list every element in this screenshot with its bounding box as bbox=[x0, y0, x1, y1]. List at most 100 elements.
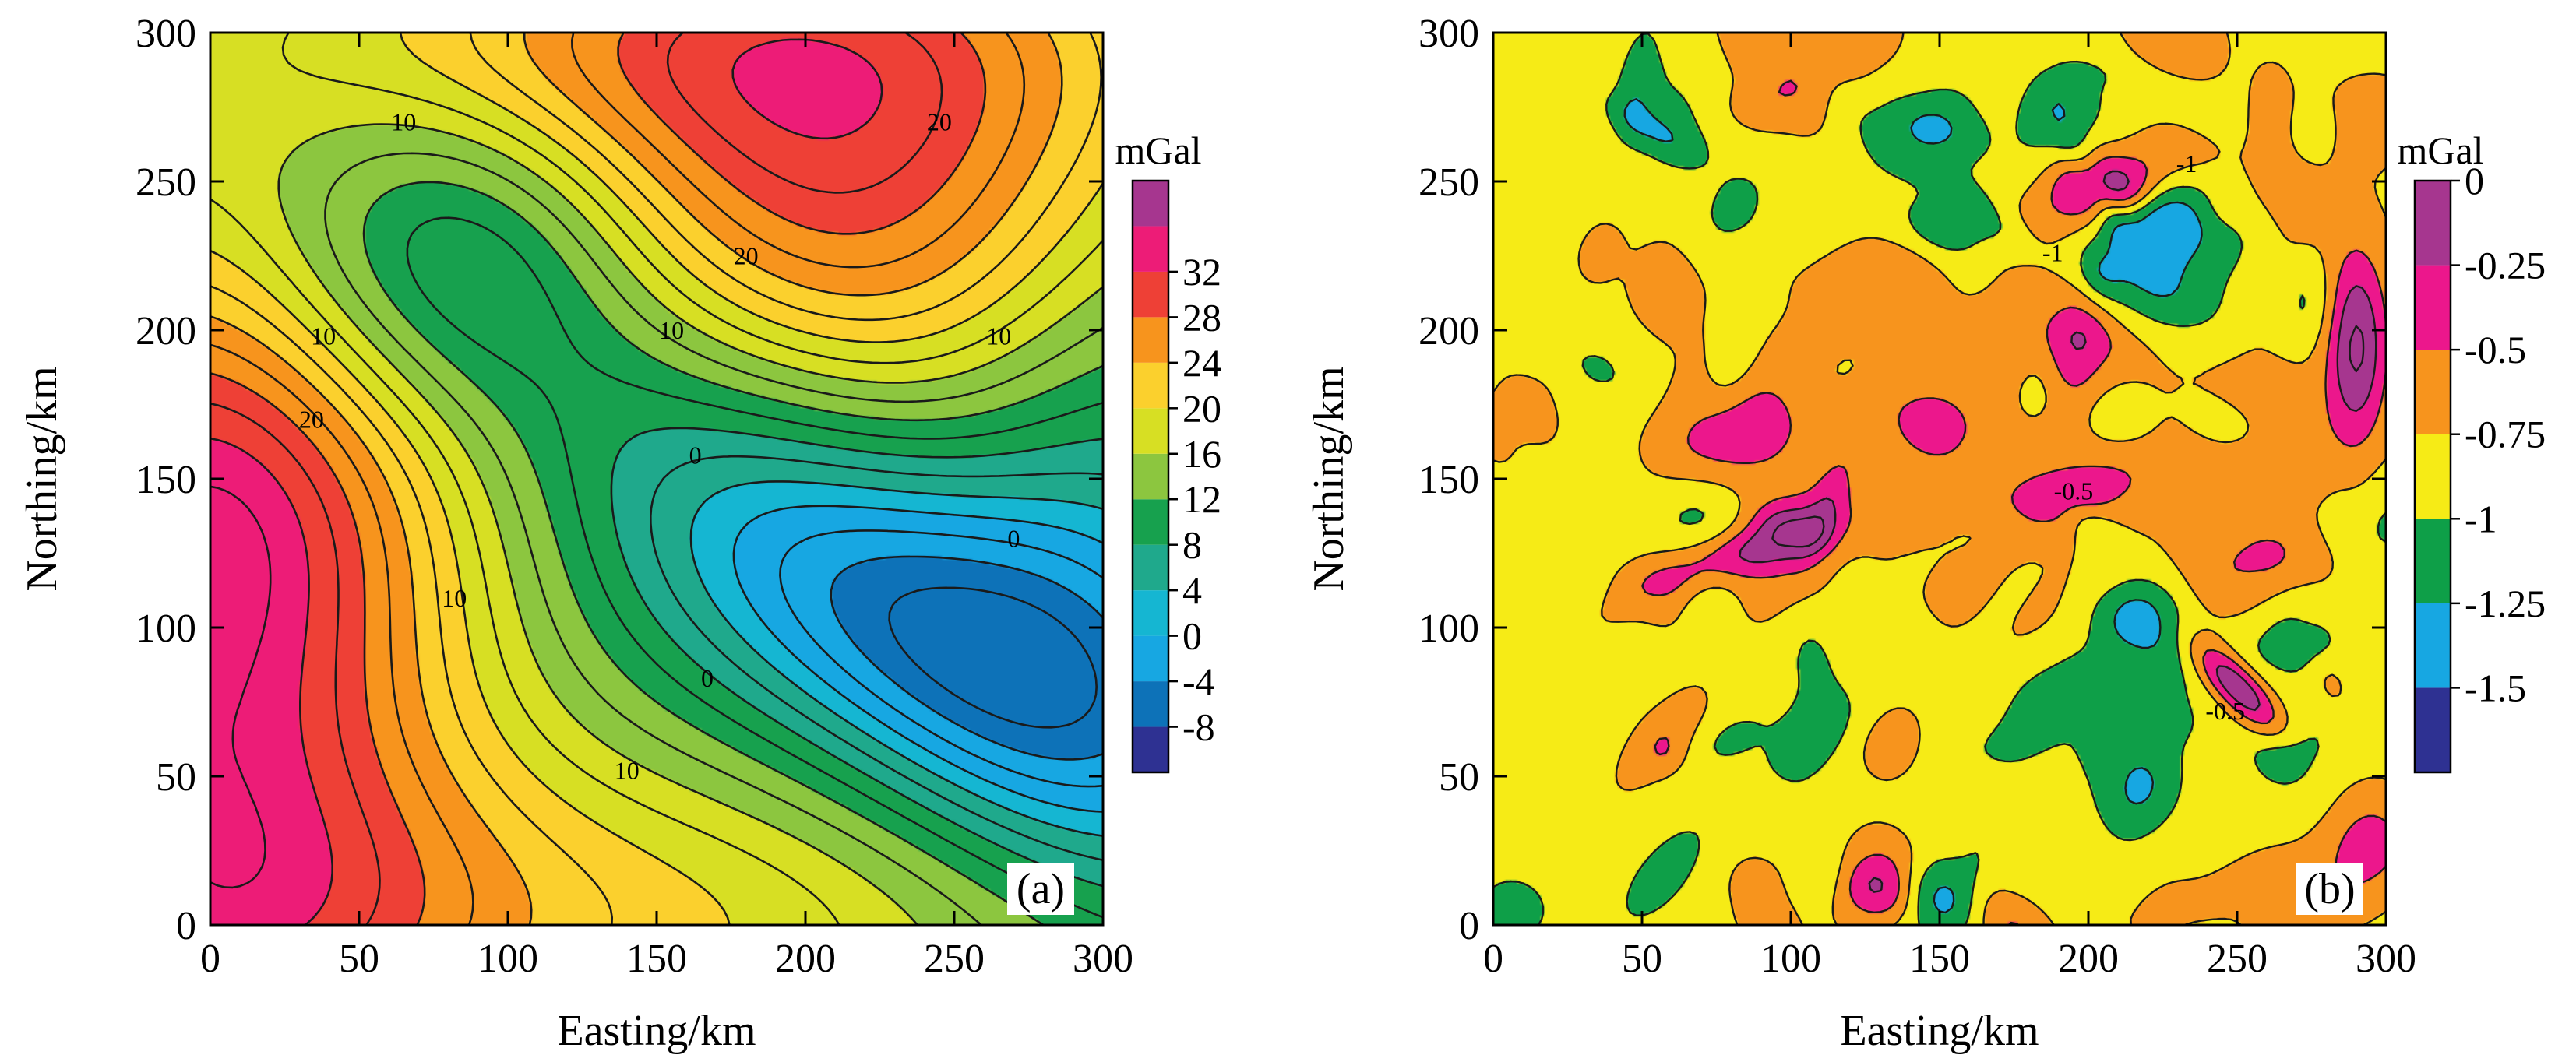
colorbar-band bbox=[1133, 226, 1168, 272]
panel-b-heatmap bbox=[1493, 33, 2386, 925]
panel-b-y-axis-title: Northing/km bbox=[1305, 366, 1353, 591]
contour-line-10 bbox=[277, 123, 1103, 925]
x-tick-label: 50 bbox=[1622, 937, 1662, 981]
y-tick-label: 200 bbox=[1418, 309, 1479, 353]
colorbar-tick-label: 8 bbox=[1182, 523, 1202, 567]
contour-line-0 bbox=[888, 586, 1098, 729]
panel-b: -1 -1 -0.5 -0.5 0 50 100 150 200 250 300 0 50 100 15… bbox=[1305, 12, 2546, 1055]
colorbar-band bbox=[1133, 317, 1168, 363]
y-tick-label: 250 bbox=[136, 160, 196, 205]
contour-line-1 bbox=[1493, 33, 2386, 925]
contour-label: 10 bbox=[442, 584, 467, 612]
y-tick-label: 50 bbox=[156, 755, 196, 800]
x-tick-label: 300 bbox=[2356, 937, 2416, 981]
colorbar-band bbox=[1133, 271, 1168, 318]
y-tick-label: 0 bbox=[176, 904, 196, 948]
contour-line-12 bbox=[210, 33, 1103, 925]
panel-b-plot-area: -1 -1 -0.5 -0.5 bbox=[1493, 33, 2386, 925]
contour-line-7 bbox=[406, 216, 1103, 919]
y-tick-label: 100 bbox=[136, 607, 196, 651]
x-tick-label: 300 bbox=[1073, 937, 1133, 981]
contour-line-8 bbox=[362, 181, 1103, 925]
colorbar-band bbox=[1133, 681, 1168, 727]
colorbar-band bbox=[1133, 635, 1168, 682]
colorbar-band bbox=[2415, 181, 2451, 266]
contour-label: -0.5 bbox=[2205, 697, 2245, 725]
contour-line-13 bbox=[210, 33, 1102, 925]
colorbar-unit: mGal bbox=[1115, 128, 1201, 172]
contour-label: 10 bbox=[391, 108, 416, 136]
panel-a-plot-area: 10 20 20 10 10 10 20 0 0 10 0 10 bbox=[210, 33, 1103, 925]
x-tick-label: 150 bbox=[1909, 937, 1970, 981]
y-tick-label: 300 bbox=[1418, 12, 1479, 56]
panel-a-tag: (a) bbox=[1017, 865, 1065, 913]
y-tick-label: 150 bbox=[1418, 458, 1479, 502]
contour-line-0 bbox=[1623, 98, 2203, 914]
contour-label: 0 bbox=[701, 664, 714, 692]
colorbar-tick-label: 20 bbox=[1182, 386, 1221, 430]
y-tick-label: 250 bbox=[1418, 160, 1479, 205]
contour-label: 0 bbox=[689, 441, 702, 469]
contour-line-1 bbox=[830, 555, 1103, 761]
contour-label: 0 bbox=[1007, 524, 1020, 552]
panel-b-contour-labels: -1 -1 -0.5 -0.5 bbox=[2042, 149, 2245, 725]
panel-a-heatmap bbox=[210, 33, 1103, 925]
colorbar-unit: mGal bbox=[2397, 128, 2483, 172]
contour-label: 10 bbox=[986, 322, 1011, 350]
colorbar-tick-label: -1.25 bbox=[2465, 582, 2546, 625]
x-tick-label: 100 bbox=[477, 937, 538, 981]
colorbar-band bbox=[1133, 362, 1168, 409]
y-tick-label: 100 bbox=[1418, 607, 1479, 651]
x-tick-label: 100 bbox=[1760, 937, 1821, 981]
contour-line-3 bbox=[732, 505, 1103, 813]
panel-a-contour-lines bbox=[210, 33, 1103, 925]
colorbar-tick-label: -1 bbox=[2465, 497, 2497, 540]
colorbar-tick-label: 0 bbox=[1182, 614, 1202, 658]
contour-label: 20 bbox=[299, 406, 324, 434]
y-tick-label: 150 bbox=[136, 458, 196, 502]
panel-a-y-axis-title: Northing/km bbox=[18, 366, 66, 591]
x-tick-label: 0 bbox=[200, 937, 220, 981]
colorbar-tick-label: 32 bbox=[1182, 250, 1221, 294]
colorbar-tick-label: 24 bbox=[1182, 341, 1221, 385]
x-tick-label: 0 bbox=[1483, 937, 1503, 981]
contour-line-2 bbox=[1493, 33, 2386, 925]
colorbar-frame bbox=[2413, 179, 2452, 774]
contour-label: -1 bbox=[2176, 149, 2197, 178]
colorbar-tick-label: -1.5 bbox=[2465, 666, 2526, 709]
contour-line-6 bbox=[610, 427, 1103, 888]
contour-label: -0.5 bbox=[2054, 476, 2094, 505]
y-tick-label: 0 bbox=[1459, 904, 1479, 948]
panel-b-tag: (b) bbox=[2304, 865, 2355, 913]
colorbar-band bbox=[1133, 499, 1168, 545]
contour-line-5 bbox=[650, 455, 1103, 861]
x-tick-label: 200 bbox=[2058, 937, 2119, 981]
colorbar-band bbox=[2415, 603, 2451, 688]
colorbar-band bbox=[1133, 408, 1168, 454]
x-tick-label: 150 bbox=[626, 937, 687, 981]
panel-a-x-axis-title: Easting/km bbox=[557, 1007, 756, 1055]
colorbar-tick-label: -4 bbox=[1182, 659, 1215, 703]
colorbar-tick-label: 4 bbox=[1182, 568, 1202, 612]
contour-line-19 bbox=[210, 485, 272, 889]
panel-b-y-axis: 0 50 100 150 200 250 300 bbox=[1418, 12, 2386, 948]
contour-line-11 bbox=[210, 33, 1103, 925]
contour-label: 10 bbox=[659, 316, 684, 344]
panel-b-tag-box bbox=[2296, 863, 2363, 915]
contour-line-2 bbox=[779, 529, 1103, 788]
x-tick-label: 250 bbox=[924, 937, 985, 981]
colorbar-band bbox=[2415, 687, 2451, 772]
colorbar-band bbox=[1133, 726, 1168, 772]
contour-line-5 bbox=[1771, 325, 2365, 548]
panel-a-contour-labels: 10 20 20 10 10 10 20 0 0 10 0 10 bbox=[299, 108, 1020, 785]
colorbar-tick-label: -0.5 bbox=[2465, 328, 2526, 371]
contour-label: 10 bbox=[311, 322, 336, 350]
contour-label: 20 bbox=[927, 108, 952, 136]
colorbar-band bbox=[1133, 590, 1168, 636]
colorbar-band bbox=[1133, 453, 1168, 500]
contour-line-9 bbox=[324, 152, 1103, 925]
y-tick-label: 50 bbox=[1439, 755, 1479, 800]
